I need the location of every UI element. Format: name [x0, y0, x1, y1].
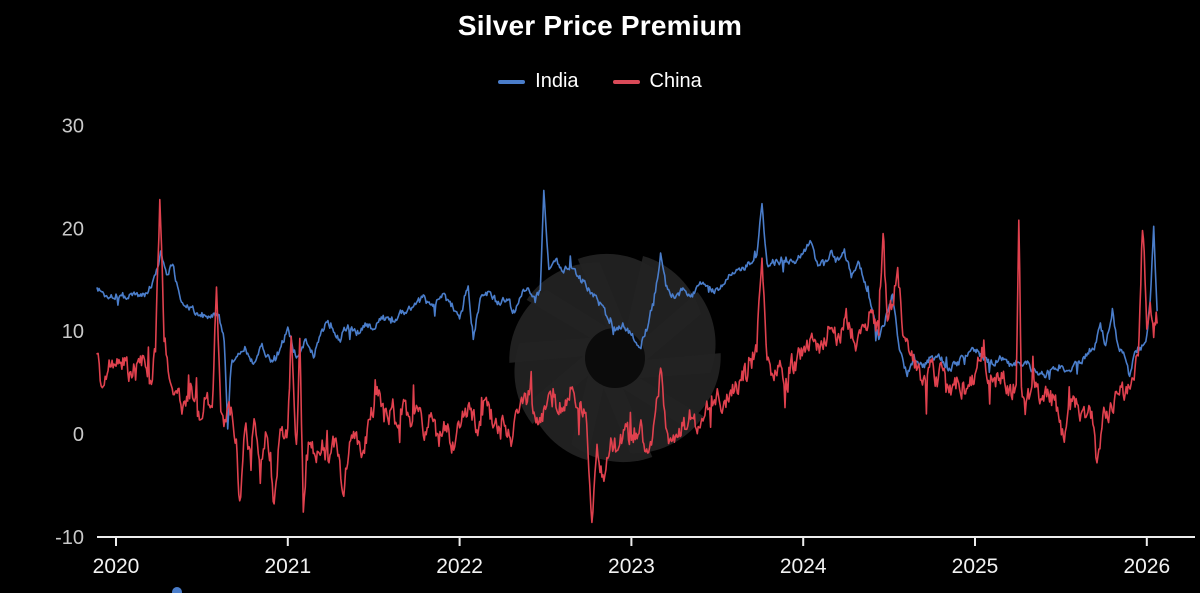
x-tick-label: 2022 — [436, 555, 483, 578]
watermark-blade — [577, 253, 659, 354]
x-tick-label: 2024 — [780, 555, 827, 578]
y-tick-label: -10 — [55, 527, 84, 549]
x-tick-label: 2020 — [93, 555, 140, 578]
x-axis: 2020 2021 2022 2023 2024 2025 2026 — [93, 536, 1195, 578]
series-line-china — [96, 198, 1158, 524]
y-tick-label: 0 — [73, 424, 84, 446]
x-tick-label: 2021 — [264, 555, 311, 578]
y-tick-label: 10 — [62, 321, 84, 343]
legend-item-china[interactable]: China — [612, 70, 702, 93]
bottom-edge-dot — [172, 587, 182, 593]
legend-item-india[interactable]: India — [498, 70, 579, 93]
y-axis: 30 20 10 0 -10 — [55, 116, 84, 549]
watermark-blade — [529, 348, 609, 460]
chart-title: Silver Price Premium — [457, 10, 743, 41]
watermark-center — [585, 328, 645, 388]
y-tick-label: 20 — [62, 218, 84, 240]
watermark-aperture-icon — [509, 253, 721, 463]
y-tick-label: 30 — [62, 116, 84, 138]
chart-legend: India China — [0, 70, 1200, 93]
x-tick-label: 2023 — [608, 555, 655, 578]
legend-label-india: India — [535, 70, 579, 92]
x-tick-label: 2025 — [952, 555, 999, 578]
india-line-swatch-icon — [498, 79, 526, 84]
x-tick-label: 2026 — [1123, 555, 1170, 578]
china-line-swatch-icon — [612, 79, 640, 84]
series-line-india — [96, 189, 1158, 430]
legend-label-china: China — [649, 70, 702, 92]
